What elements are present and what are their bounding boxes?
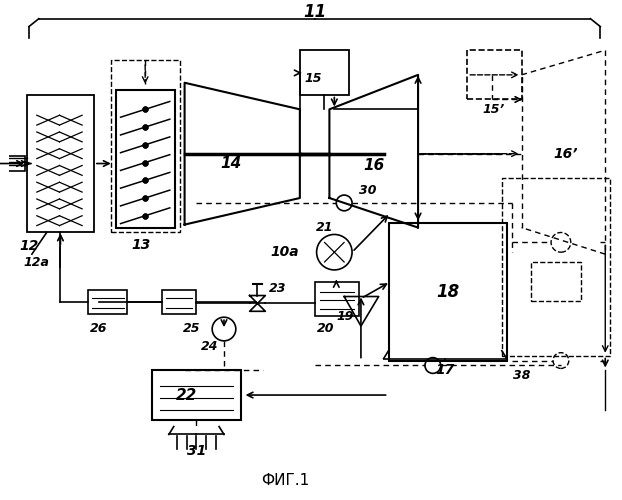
Bar [88, 290, 128, 314]
Text: 22: 22 [176, 388, 197, 402]
Bar [116, 90, 175, 228]
Text: 14: 14 [220, 156, 241, 171]
Text: 18: 18 [436, 282, 459, 300]
Text: 15’: 15’ [483, 103, 505, 116]
Text: 38: 38 [513, 369, 531, 382]
Bar [531, 262, 580, 302]
Bar [467, 50, 521, 100]
Text: 16’: 16’ [554, 146, 578, 160]
Text: 10a: 10a [271, 245, 299, 259]
Bar [27, 94, 94, 232]
Text: 24: 24 [200, 340, 218, 353]
Text: ФИГ.1: ФИГ.1 [261, 473, 309, 488]
Text: 26: 26 [90, 322, 108, 334]
Bar [315, 282, 359, 316]
Text: 31: 31 [187, 444, 206, 458]
Text: 15: 15 [305, 72, 322, 86]
Text: 16: 16 [363, 158, 384, 173]
Text: 30: 30 [359, 184, 376, 196]
Text: 25: 25 [183, 322, 200, 334]
Bar [300, 50, 349, 94]
Bar [389, 222, 507, 360]
Text: 17: 17 [435, 364, 454, 378]
Bar [502, 178, 610, 356]
Text: 23: 23 [269, 282, 287, 295]
Text: 12: 12 [19, 240, 39, 254]
Text: 11: 11 [303, 3, 327, 21]
Bar [152, 370, 241, 420]
Bar [111, 60, 180, 233]
Bar [162, 290, 197, 314]
Text: 20: 20 [317, 322, 334, 334]
Text: 13: 13 [131, 238, 151, 252]
Text: 12a: 12a [24, 256, 50, 268]
Bar [0, 156, 25, 172]
Text: 21: 21 [316, 221, 333, 234]
Text: 19: 19 [337, 310, 354, 322]
